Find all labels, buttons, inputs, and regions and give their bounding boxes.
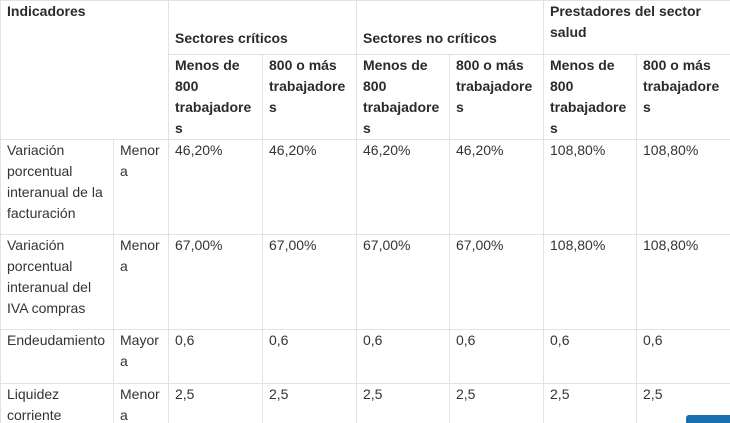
subheader-non-critical-small: Menos de 800 trabajadores <box>356 54 450 140</box>
table-cell: 46,20% <box>448 139 545 235</box>
table-row: Variación porcentual interanual del IVA … <box>0 234 730 330</box>
header-row-groups: Indicadores Sectores críticos Sectores n… <box>0 0 730 140</box>
table-cell: 0,6 <box>448 329 545 384</box>
table-cell: 108,80% <box>543 139 638 235</box>
indicator-name: Variación porcentual interanual de la fa… <box>0 139 114 235</box>
table-cell: 46,20% <box>168 139 263 235</box>
indicator-condition: Menor a <box>113 139 169 235</box>
table-row: Endeudamiento Mayor a 0,6 0,6 0,6 0,6 0,… <box>0 329 730 384</box>
indicator-condition: Mayor a <box>113 329 169 384</box>
table-cell: 67,00% <box>168 234 263 330</box>
table-cell: 108,80% <box>543 234 638 330</box>
indicator-name: Liquidez corriente <box>0 383 114 423</box>
table-cell: 0,6 <box>636 329 730 384</box>
header-row-sizes: Menos de 800 trabajadores 800 o más trab… <box>1 54 730 140</box>
floating-action-button[interactable] <box>686 415 730 423</box>
table-row: Liquidez corriente Menor a 2,5 2,5 2,5 2… <box>0 383 730 423</box>
table-cell: 2,5 <box>262 383 357 423</box>
table-cell: 2,5 <box>448 383 545 423</box>
indicator-column-header: Indicadores <box>0 0 169 140</box>
table-cell: 2,5 <box>543 383 638 423</box>
table-cell: 108,80% <box>636 234 730 330</box>
table-cell: 0,6 <box>356 329 450 384</box>
subheader-health-large: 800 o más trabajadores <box>636 54 730 140</box>
table-cell: 2,5 <box>168 383 263 423</box>
table-cell: 67,00% <box>356 234 450 330</box>
table-row: Variación porcentual interanual de la fa… <box>0 139 730 235</box>
table-cell: 2,5 <box>356 383 450 423</box>
table-cell: 67,00% <box>262 234 357 330</box>
table-cell: 46,20% <box>356 139 450 235</box>
indicator-name: Variación porcentual interanual del IVA … <box>0 234 114 330</box>
subheader-critical-small: Menos de 800 trabajadores <box>168 54 263 140</box>
indicator-condition: Menor a <box>113 383 169 423</box>
table-cell: 0,6 <box>262 329 357 384</box>
table-cell: 108,80% <box>636 139 730 235</box>
indicator-name: Endeudamiento <box>0 329 114 384</box>
group-header-non-critical: Sectores no críticos <box>355 0 545 55</box>
subheader-health-small: Menos de 800 trabajadores <box>543 54 638 140</box>
table-cell: 46,20% <box>262 139 357 235</box>
subheader-critical-large: 800 o más trabajadores <box>262 54 357 140</box>
table-cell: 0,6 <box>543 329 638 384</box>
group-header-critical: Sectores críticos <box>168 0 357 55</box>
indicator-condition: Menor a <box>113 234 169 330</box>
table-cell: 67,00% <box>448 234 545 330</box>
table-cell: 0,6 <box>168 329 263 384</box>
subheader-non-critical-large: 800 o más trabajadores <box>448 54 545 140</box>
group-header-health: Prestadores del sector salud <box>543 0 730 55</box>
